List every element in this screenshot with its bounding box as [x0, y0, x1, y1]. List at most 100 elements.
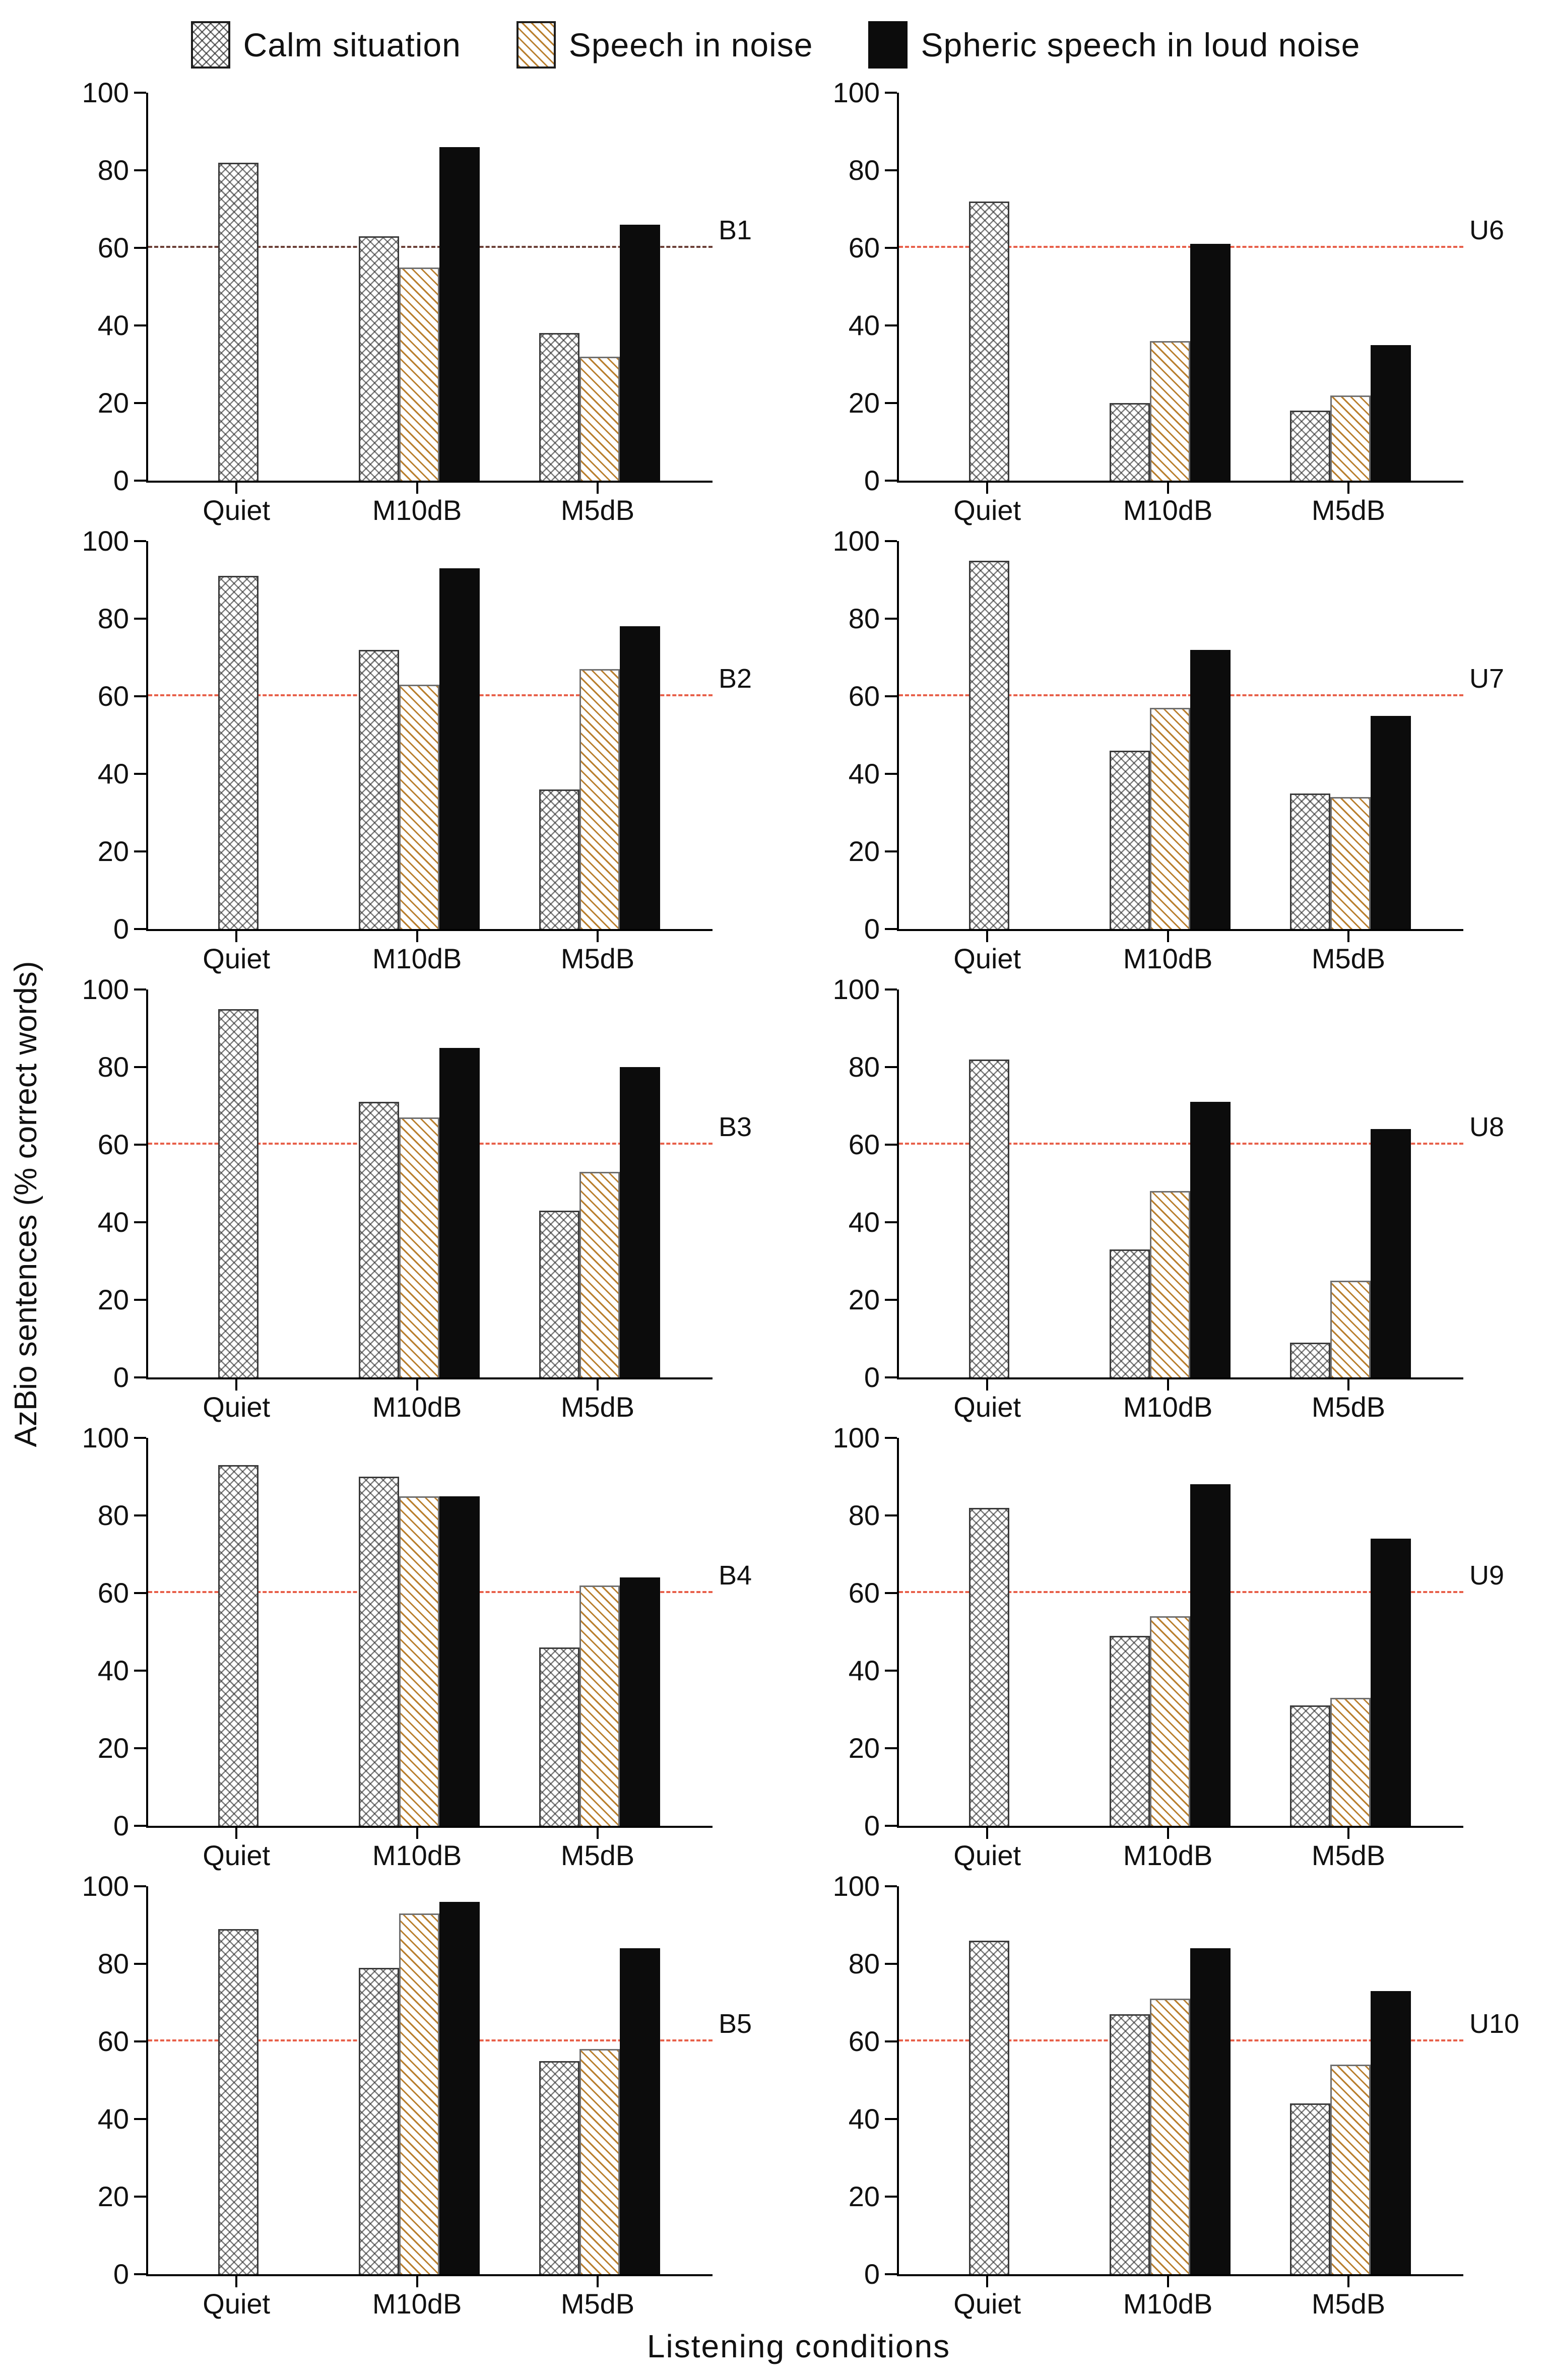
x-tick-mark	[597, 1828, 599, 1839]
x-tick-mark	[1347, 1379, 1349, 1391]
y-tick-mark	[885, 1963, 897, 1965]
y-tick-label: 60	[97, 1577, 129, 1609]
plot-area	[897, 989, 1463, 1379]
y-tick-mark	[134, 1299, 146, 1301]
bar-calm-M10dB	[1109, 750, 1150, 929]
y-tick-mark	[885, 618, 897, 620]
bar-calm-M5dB	[539, 789, 579, 929]
y-tick-mark	[885, 2040, 897, 2042]
x-tick-mark	[416, 1828, 418, 1839]
panel-label-U6: U6	[1469, 215, 1505, 245]
x-tick-mark	[1347, 1828, 1349, 1839]
y-tick-label: 40	[848, 1206, 880, 1238]
y-tick-mark	[885, 1066, 897, 1068]
plot-area	[897, 541, 1463, 931]
x-tick-mark	[597, 483, 599, 494]
y-tick-mark	[885, 1299, 897, 1301]
bar-spheric-M10dB	[1190, 649, 1231, 929]
y-tick-label: 20	[848, 387, 880, 419]
bar-calm-M5dB	[1290, 411, 1330, 481]
bar-calm-Quiet	[218, 162, 259, 481]
chart-panel-U9: 0 20 40 60 80 100 Quiet M10dB M5dB U9	[811, 1422, 1537, 1876]
y-tick-mark	[885, 247, 897, 249]
bar-noise-M5dB	[579, 356, 620, 481]
bar-spheric-M5dB	[620, 1577, 660, 1826]
x-tick-mark	[1347, 483, 1349, 494]
x-tick-mark	[986, 1379, 989, 1391]
bar-calm-M5dB	[1290, 793, 1330, 929]
y-tick-mark	[134, 2040, 146, 2042]
plot-area	[146, 541, 713, 931]
chart-panel-B5: 0 20 40 60 80 100 Quiet M10dB M5dB B5	[60, 1870, 786, 2325]
x-tick-label: M10dB	[372, 1391, 462, 1423]
x-tick-mark	[986, 1828, 989, 1839]
y-tick-mark	[885, 2118, 897, 2120]
y-tick-label: 60	[848, 1129, 880, 1160]
x-tick-mark	[235, 2276, 238, 2287]
chart-panel-B4: 0 20 40 60 80 100 Quiet M10dB M5dB B4	[60, 1422, 786, 1876]
reference-line-60	[899, 1591, 1463, 1593]
bar-calm-M5dB	[539, 1210, 579, 1377]
bar-spheric-M5dB	[1371, 1539, 1411, 1826]
chart-panel-U10: 0 20 40 60 80 100 Quiet M10dB M5dB U10	[811, 1870, 1537, 2325]
x-tick-mark	[1167, 2276, 1169, 2287]
y-tick-label: 80	[848, 603, 880, 634]
y-tick-mark	[134, 480, 146, 482]
x-tick-mark	[1167, 1379, 1169, 1391]
y-tick-label: 0	[113, 913, 129, 945]
y-tick-label: 0	[113, 1810, 129, 1841]
bar-calm-M5dB	[539, 2061, 579, 2274]
y-tick-label: 100	[832, 525, 880, 557]
bar-noise-M10dB	[399, 1496, 439, 1826]
plot-area	[897, 93, 1463, 483]
bar-spheric-M10dB	[439, 1047, 480, 1377]
y-tick-label: 100	[82, 77, 129, 108]
y-tick-mark	[885, 1670, 897, 1672]
bar-spheric-M10dB	[1190, 1102, 1231, 1377]
bar-calm-M5dB	[539, 333, 579, 481]
y-tick-label: 100	[82, 973, 129, 1005]
y-tick-mark	[134, 773, 146, 775]
y-tick-mark	[885, 1825, 897, 1827]
x-tick-label: M10dB	[372, 2288, 462, 2320]
y-tick-mark	[134, 92, 146, 94]
y-tick-label: 0	[113, 1361, 129, 1393]
bar-calm-M10dB	[1109, 1249, 1150, 1377]
bar-calm-M10dB	[358, 236, 399, 481]
y-tick-mark	[134, 1885, 146, 1887]
y-tick-label: 40	[97, 1655, 129, 1686]
y-tick-mark	[885, 480, 897, 482]
bar-calm-M10dB	[358, 1477, 399, 1826]
bar-spheric-M10dB	[439, 147, 480, 481]
x-tick-mark	[1347, 931, 1349, 942]
bar-calm-Quiet	[218, 576, 259, 929]
plot-area	[146, 989, 713, 1379]
bar-calm-Quiet	[218, 1465, 259, 1826]
y-tick-mark	[134, 1963, 146, 1965]
panel-label-B1: B1	[719, 215, 752, 245]
y-tick-mark	[885, 1437, 897, 1439]
x-tick-label: Quiet	[203, 1839, 271, 1871]
legend-label-spheric: Spheric speech in loud noise	[921, 26, 1361, 63]
y-tick-label: 60	[848, 2025, 880, 2057]
y-tick-label: 40	[848, 2103, 880, 2135]
y-tick-mark	[885, 850, 897, 852]
plot-area	[146, 1438, 713, 1828]
chart-panel-U6: 0 20 40 60 80 100 Quiet M10dB M5dB U6	[811, 77, 1537, 531]
panel-label-B2: B2	[719, 664, 752, 694]
x-tick-label: Quiet	[953, 1839, 1021, 1871]
reference-line-60	[148, 246, 713, 248]
bar-noise-M5dB	[1330, 1280, 1371, 1377]
legend-item-spheric: Spheric speech in loud noise	[868, 21, 1360, 69]
y-tick-label: 80	[97, 1948, 129, 1979]
y-tick-mark	[134, 324, 146, 326]
y-tick-mark	[885, 92, 897, 94]
y-tick-mark	[885, 928, 897, 930]
legend-label-calm: Calm situation	[243, 26, 461, 63]
x-axis-title: Listening conditions	[647, 2328, 951, 2364]
bar-calm-M10dB	[1109, 403, 1150, 481]
y-tick-label: 20	[848, 1284, 880, 1315]
y-tick-label: 80	[848, 1948, 880, 1979]
legend-item-noise: Speech in noise	[516, 21, 813, 69]
y-tick-label: 20	[97, 1284, 129, 1315]
